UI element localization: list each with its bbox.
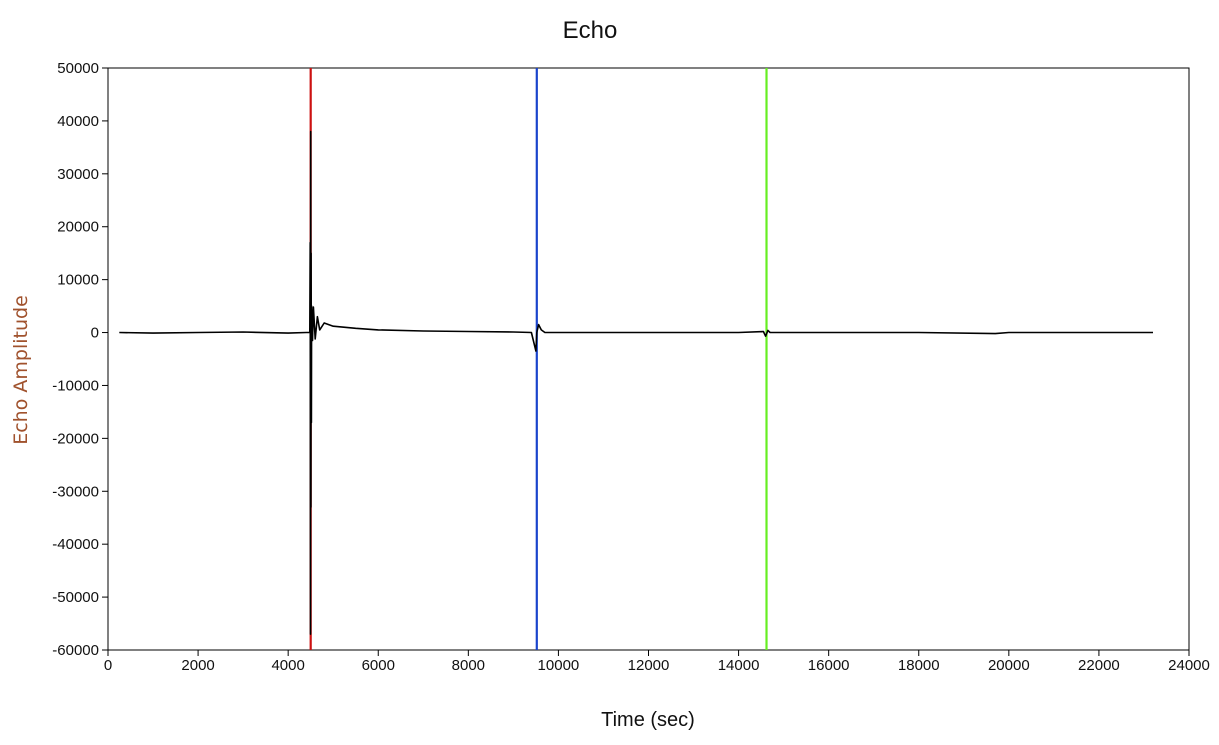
x-tick-label: 0 xyxy=(104,657,112,674)
y-tick-label: -60000 xyxy=(52,642,99,659)
series-group xyxy=(119,130,1153,635)
x-tick-label: 8000 xyxy=(452,657,485,674)
x-tick-label: 14000 xyxy=(718,657,760,674)
y-axis-ticks: 50000 40000 30000 20000 10000 0 -10000 -20000 -3… xyxy=(52,60,108,659)
y-tick-label: 10000 xyxy=(57,272,99,289)
x-axis-ticks: 0 2000 4000 6000 8000 10000 12000 14000 16000 180… xyxy=(104,650,1210,674)
y-tick-label: 0 xyxy=(91,325,99,342)
x-tick-label: 4000 xyxy=(271,657,304,674)
y-tick-label: -30000 xyxy=(52,483,99,500)
x-tick-label: 20000 xyxy=(988,657,1030,674)
x-tick-label: 2000 xyxy=(181,657,214,674)
y-tick-label: 50000 xyxy=(57,60,99,77)
y-tick-label: -20000 xyxy=(52,430,99,447)
x-tick-label: 6000 xyxy=(362,657,395,674)
x-tick-label: 18000 xyxy=(898,657,940,674)
y-tick-label: -10000 xyxy=(52,377,99,394)
y-tick-label: -50000 xyxy=(52,589,99,606)
y-axis-label: Echo Amplitude xyxy=(10,295,32,445)
chart-title: Echo xyxy=(563,17,618,44)
y-tick-label: 30000 xyxy=(57,166,99,183)
x-tick-label: 16000 xyxy=(808,657,850,674)
y-tick-label: 20000 xyxy=(57,219,99,236)
x-tick-label: 24000 xyxy=(1168,657,1210,674)
plot-area xyxy=(107,67,1190,651)
x-tick-label: 10000 xyxy=(538,657,580,674)
x-tick-label: 22000 xyxy=(1078,657,1120,674)
plot-frame xyxy=(107,67,1190,651)
y-tick-label: 40000 xyxy=(57,113,99,130)
x-tick-label: 12000 xyxy=(628,657,670,674)
x-axis-label: Time (sec) xyxy=(601,709,695,731)
echo-series-line xyxy=(119,130,1153,635)
y-tick-label: -40000 xyxy=(52,536,99,553)
